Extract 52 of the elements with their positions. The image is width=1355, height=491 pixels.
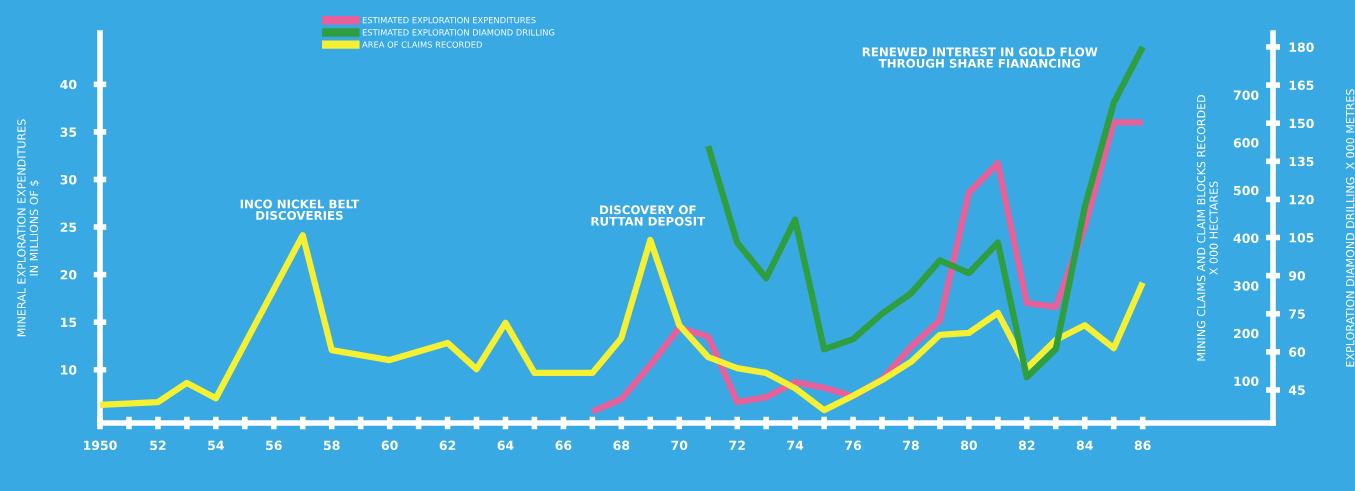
x-tick-label: 64 [497,440,514,451]
x-tick-label: 68 [613,440,630,451]
x-tick-label: 58 [323,440,340,451]
y3-tick-label: 105 [1289,233,1314,243]
y-tick-label: 25 [60,222,77,232]
y3-tick-label: 45 [1288,385,1305,395]
y-tick-label: 35 [60,127,77,137]
y-tick-label: 20 [60,270,77,280]
legend-label: ESTIMATED EXPLORATION EXPENDITURES [362,16,536,24]
y2-tick-label: 100 [1234,376,1259,386]
x-tick-label: 78 [903,440,919,451]
x-tick-label: 76 [845,440,862,451]
y3-tick-label: 150 [1289,118,1314,129]
x-tick-label: 70 [671,440,688,451]
annotation: INCO NICKEL BELT DISCOVERIES [240,199,360,220]
y-tick-label: 30 [60,174,77,185]
y-tick-label: 40 [60,79,77,90]
x-tick-label: 82 [1018,440,1035,451]
y3-tick-label: 90 [1288,271,1306,281]
y3-tick-label: 60 [1289,347,1306,357]
x-tick-label: 56 [266,440,282,451]
y2-tick-label: 200 [1234,328,1259,339]
y3-tick-label: 135 [1289,156,1314,167]
x-tick-label: 54 [208,440,224,451]
y-axis-title: MINERAL EXPLORATION EXPENDITURES IN MILLIONS OF $ [17,119,40,337]
y2-tick-label: 500 [1234,185,1259,196]
y2-tick-label: 400 [1233,233,1259,243]
annotation: DISCOVERY OF RUTTAN DEPOSIT [591,205,706,226]
y3-tick-label: 165 [1289,80,1314,91]
x-tick-label: 52 [150,440,166,451]
annotation: RENEWED INTEREST IN GOLD FLOW THROUGH SHARE FIANANCING [862,47,1098,68]
y-tick-label: 15 [61,317,77,328]
y3-tick-label: 75 [1289,309,1305,319]
legend-label: AREA OF CLAIMS RECORDED [362,41,482,48]
y-tick-label: 10 [61,365,77,375]
y3-tick-label: 120 [1289,194,1314,205]
x-tick-label: 86 [1134,440,1151,451]
x-tick-label: 1950 [84,440,117,451]
y2-tick-label: 700 [1233,90,1259,100]
x-tick-label: 84 [1076,440,1093,451]
y3-tick-label: 180 [1289,42,1314,52]
x-tick-label: 60 [381,440,398,451]
x-tick-label: 80 [960,440,978,451]
x-tick-label: 66 [555,440,572,451]
y2-axis-title: MINING CLAIMS AND CLAIM BLOCKS RECORDED X 000 HECTARES [1196,95,1218,361]
y2-tick-label: 600 [1233,138,1259,148]
x-tick-label: 72 [729,440,745,450]
y3-axis-title: EXPLORATION DIAMOND DRILLING X 000 METRES [1345,89,1355,367]
legend-label: ESTIMATED EXPLORATION DIAMOND DRILLING [362,29,555,36]
x-tick-label: 62 [439,440,456,451]
y2-tick-label: 300 [1233,281,1259,291]
x-tick-label: 74 [787,440,804,450]
